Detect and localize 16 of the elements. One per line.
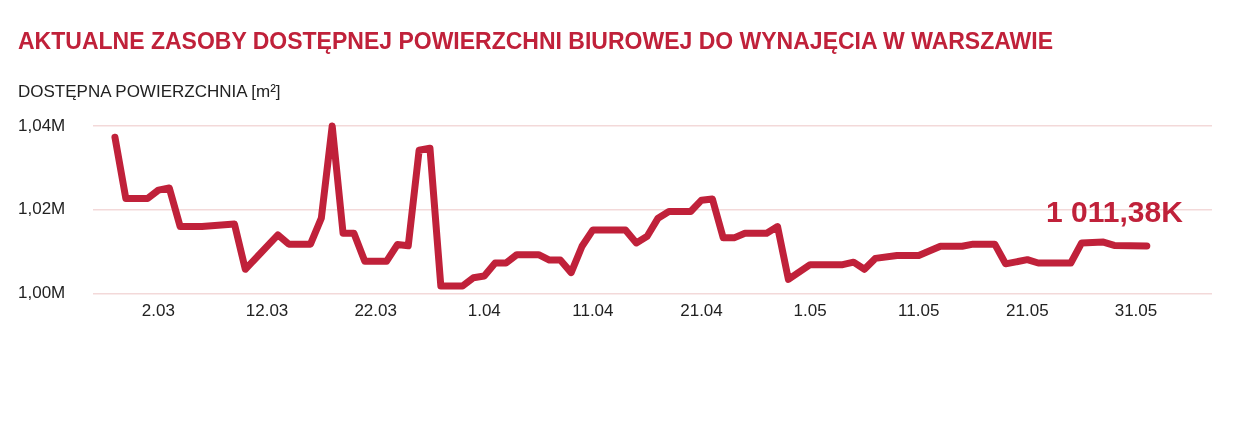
x-tick-label: 31.05: [1114, 301, 1158, 321]
y-tick-label: 1,00M: [18, 283, 66, 303]
y-axis-title: DOSTĘPNA POWIERZCHNIA [m²]: [18, 82, 281, 102]
x-tick-label: 12.03: [245, 301, 289, 321]
x-tick-label: 11.04: [572, 301, 614, 321]
x-tick-label: 21.05: [1006, 301, 1049, 321]
x-tick-label: 1.04: [467, 301, 501, 321]
chart-title: AKTUALNE ZASOBY DOSTĘPNEJ POWIERZCHNI BIUROWEJ DO WYNAJĘCIA W WARSZAWIE: [18, 28, 1054, 55]
y-tick-label: 1,02M: [18, 199, 66, 219]
annotation: 1 011,38K: [1046, 194, 1184, 228]
x-tick-label: 11.05: [898, 301, 940, 321]
x-tick-label: 2.03: [141, 301, 175, 321]
x-tick-label: 21.04: [680, 301, 723, 321]
x-tick-label: 1.05: [793, 301, 827, 321]
x-tick-label: 22.03: [354, 301, 397, 321]
y-tick-label: 1,04M: [18, 115, 66, 135]
